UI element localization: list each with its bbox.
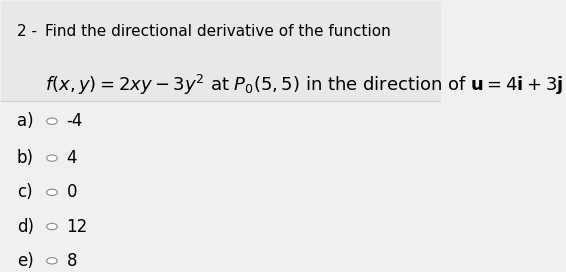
Text: d): d) <box>17 218 34 236</box>
Text: $f(x, y) = 2xy - 3y^2$ at $P_0(5, 5)$ in the direction of $\mathbf{u} = 4\mathbf: $f(x, y) = 2xy - 3y^2$ at $P_0(5, 5)$ in… <box>45 73 564 97</box>
Circle shape <box>46 118 57 124</box>
Circle shape <box>46 155 57 161</box>
Text: 2 -: 2 - <box>17 24 37 39</box>
Text: e): e) <box>17 252 33 270</box>
Text: 8: 8 <box>66 252 77 270</box>
Text: 12: 12 <box>66 218 88 236</box>
Text: a): a) <box>17 112 33 130</box>
Text: 4: 4 <box>66 149 77 167</box>
Circle shape <box>46 258 57 264</box>
Circle shape <box>46 223 57 230</box>
Text: 0: 0 <box>66 183 77 201</box>
Circle shape <box>46 189 57 196</box>
FancyBboxPatch shape <box>1 1 441 101</box>
Text: b): b) <box>17 149 34 167</box>
Text: c): c) <box>17 183 32 201</box>
Text: Find the directional derivative of the function: Find the directional derivative of the f… <box>45 24 391 39</box>
Text: -4: -4 <box>66 112 83 130</box>
